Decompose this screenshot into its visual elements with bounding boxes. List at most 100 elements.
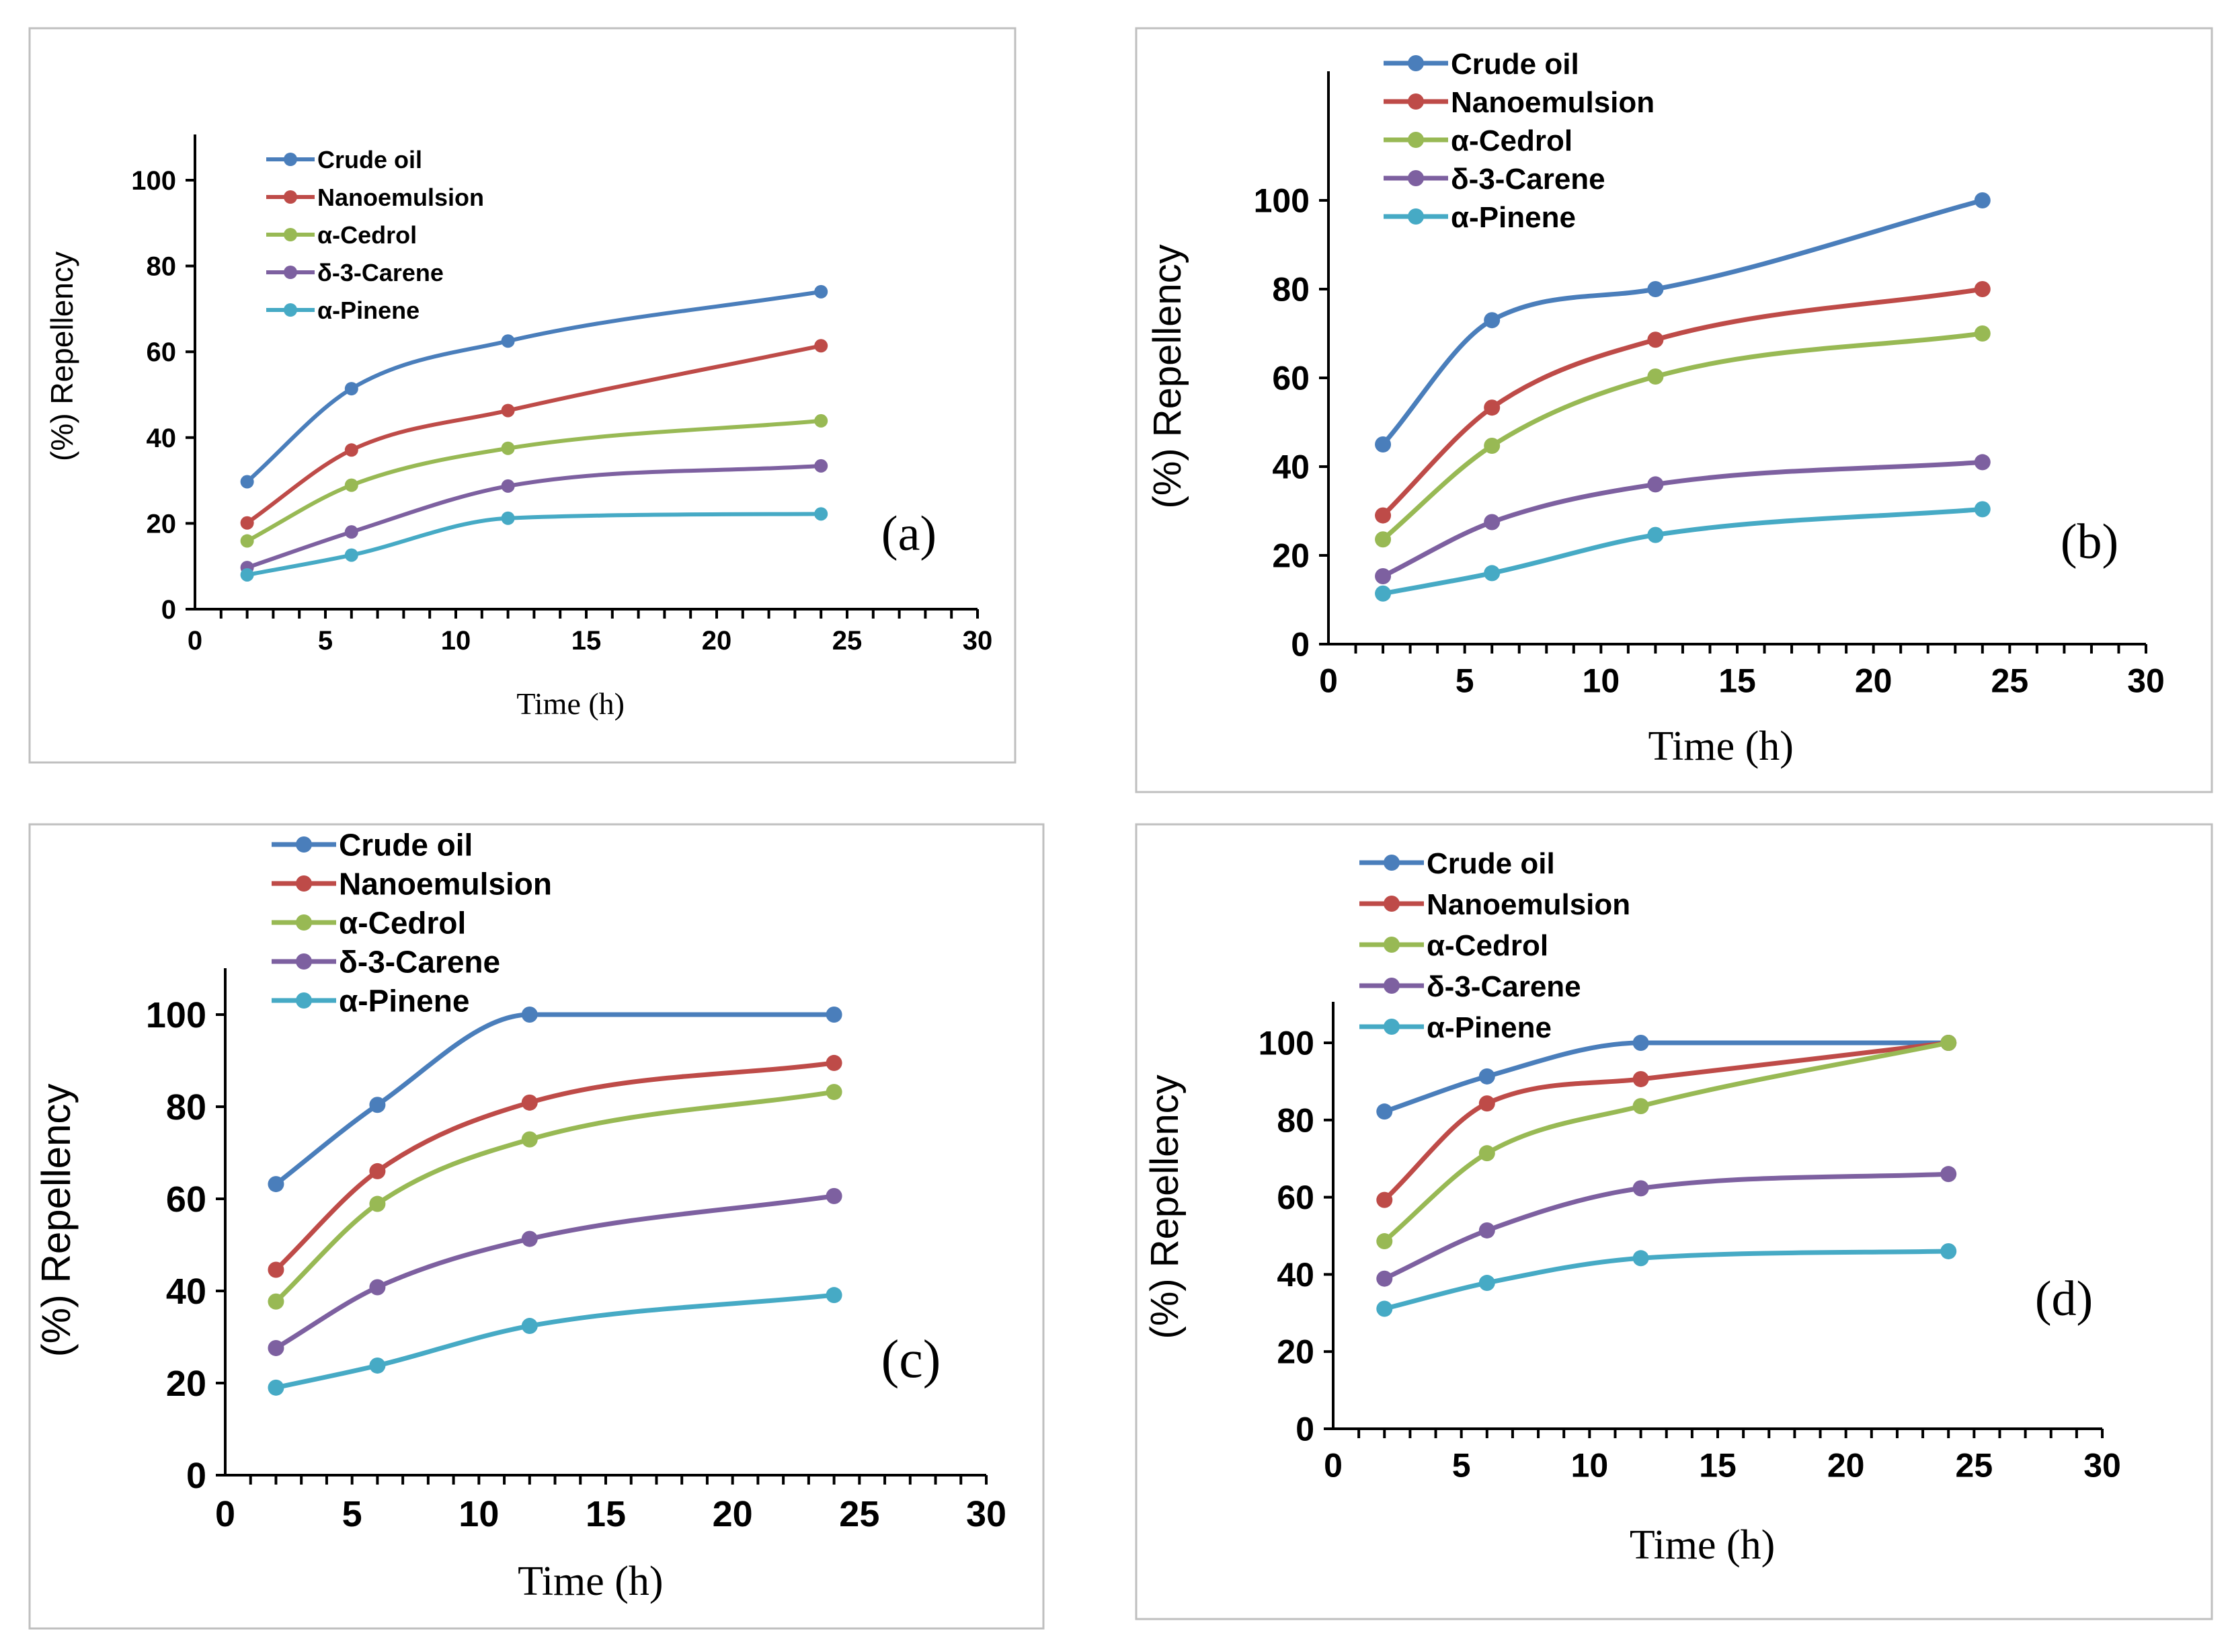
legend-label: α-Pinene bbox=[339, 984, 469, 1019]
data-point bbox=[814, 507, 828, 521]
legend-item: Nanoemulsion bbox=[1359, 888, 1630, 921]
data-point bbox=[240, 475, 254, 489]
x-tick-label: 25 bbox=[839, 1494, 879, 1534]
legend: Crude oil Nanoemulsion α-Cedrol δ-3-Carene α… bbox=[1384, 48, 1655, 234]
legend-label: δ-3-Carene bbox=[339, 945, 500, 980]
data-point bbox=[1478, 1222, 1495, 1238]
data-point bbox=[1375, 585, 1392, 602]
data-point bbox=[1632, 1098, 1649, 1115]
series-d3-carene bbox=[268, 1187, 842, 1356]
x-tick-label: 10 bbox=[1583, 662, 1620, 700]
series-crude-oil bbox=[1376, 1035, 1957, 1120]
data-point bbox=[1376, 1191, 1393, 1208]
x-tick-label: 20 bbox=[1827, 1447, 1865, 1485]
series-line bbox=[245, 418, 824, 543]
legend-label: Nanoemulsion bbox=[1427, 888, 1630, 921]
legend-marker bbox=[1408, 208, 1424, 225]
y-tick-label: 20 bbox=[147, 509, 177, 539]
data-point bbox=[501, 403, 515, 418]
legend-marker bbox=[296, 914, 312, 931]
data-point bbox=[501, 479, 515, 493]
y-tick-label: 0 bbox=[1291, 626, 1310, 664]
series-line bbox=[245, 289, 824, 484]
legend-item: Crude oil bbox=[1384, 48, 1579, 81]
y-tick-label: 80 bbox=[1277, 1101, 1314, 1139]
y-tick-label: 20 bbox=[1272, 537, 1310, 575]
y-axis-title: (%) Repellency bbox=[34, 1084, 79, 1358]
data-point bbox=[1484, 312, 1501, 329]
data-point bbox=[1375, 568, 1392, 585]
legend-item: Nanoemulsion bbox=[266, 184, 484, 211]
data-point bbox=[814, 339, 828, 353]
series-line bbox=[274, 1089, 837, 1304]
series-line bbox=[245, 344, 824, 525]
legend-item: δ-3-Carene bbox=[1359, 970, 1581, 1003]
data-point bbox=[1484, 514, 1501, 530]
legend-marker bbox=[296, 992, 312, 1009]
panel-label: (d) bbox=[2035, 1271, 2093, 1327]
data-point bbox=[521, 1131, 538, 1148]
series-line bbox=[1380, 506, 1985, 596]
series-a-pinene bbox=[240, 507, 828, 582]
y-tick-label: 0 bbox=[186, 1456, 206, 1496]
data-point bbox=[1647, 331, 1664, 348]
legend-marker bbox=[1408, 170, 1424, 186]
data-point bbox=[1974, 281, 1991, 297]
x-tick-label: 0 bbox=[215, 1494, 235, 1534]
legend-item: α-Cedrol bbox=[1384, 124, 1572, 157]
legend-label: δ-3-Carene bbox=[1451, 163, 1605, 196]
legend-marker bbox=[296, 836, 312, 853]
series-nanoemulsion bbox=[268, 1054, 842, 1278]
data-point bbox=[1478, 1068, 1495, 1085]
y-tick-label: 40 bbox=[147, 424, 177, 453]
y-tick-label: 40 bbox=[1277, 1256, 1314, 1294]
legend-marker bbox=[1384, 937, 1400, 953]
data-point bbox=[501, 334, 515, 348]
series-line bbox=[274, 1012, 837, 1187]
legend-label: α-Pinene bbox=[1427, 1011, 1552, 1044]
x-tick-label: 20 bbox=[702, 626, 732, 656]
legend-item: δ-3-Carene bbox=[1384, 163, 1605, 196]
legend-label: Nanoemulsion bbox=[317, 184, 484, 211]
y-tick-label: 0 bbox=[1296, 1411, 1314, 1448]
y-tick-label: 40 bbox=[1272, 448, 1310, 486]
x-tick-label: 15 bbox=[1699, 1447, 1737, 1485]
legend-item: Crude oil bbox=[1359, 847, 1555, 880]
data-point bbox=[268, 1293, 284, 1310]
series-a-cedrol bbox=[1375, 325, 1991, 548]
legend-marker bbox=[1408, 132, 1424, 148]
data-point bbox=[369, 1279, 386, 1296]
data-point bbox=[521, 1230, 538, 1247]
data-point bbox=[1376, 1103, 1393, 1120]
legend-item: α-Pinene bbox=[1359, 1011, 1552, 1044]
data-point bbox=[1940, 1166, 1957, 1183]
legend-label: α-Pinene bbox=[1451, 201, 1576, 234]
data-point bbox=[1478, 1145, 1495, 1162]
y-tick-label: 40 bbox=[166, 1271, 206, 1312]
data-point bbox=[814, 414, 828, 428]
series-crude-oil bbox=[240, 284, 828, 489]
data-point bbox=[344, 548, 358, 562]
series-crude-oil bbox=[268, 1007, 842, 1193]
x-tick-label: 20 bbox=[713, 1494, 753, 1534]
y-tick-label: 100 bbox=[131, 166, 176, 196]
legend-item: α-Pinene bbox=[266, 297, 420, 324]
data-point bbox=[1484, 399, 1501, 416]
panel-frame bbox=[1135, 823, 2213, 1620]
y-tick-label: 80 bbox=[147, 252, 177, 282]
legend-label: Crude oil bbox=[1427, 847, 1555, 880]
data-point bbox=[826, 1007, 842, 1023]
y-tick-label: 0 bbox=[161, 595, 176, 625]
x-tick-label: 5 bbox=[342, 1494, 362, 1534]
data-point bbox=[1974, 454, 1991, 471]
data-point bbox=[344, 443, 358, 457]
series-line bbox=[274, 1193, 837, 1351]
data-point bbox=[240, 516, 254, 530]
legend-marker bbox=[1384, 855, 1400, 871]
legend-item: Crude oil bbox=[272, 828, 473, 863]
panel-label: (b) bbox=[2061, 514, 2118, 569]
legend-label: Nanoemulsion bbox=[1451, 86, 1655, 119]
data-point bbox=[1632, 1035, 1649, 1051]
data-point bbox=[826, 1084, 842, 1101]
data-point bbox=[1484, 565, 1501, 582]
